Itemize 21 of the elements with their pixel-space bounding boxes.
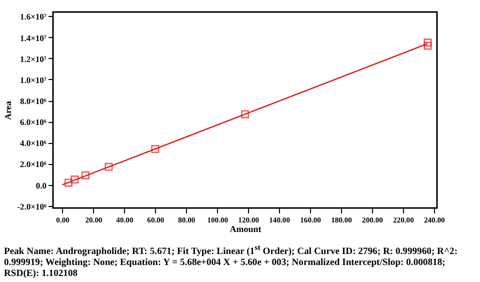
y-tick-label: 0.0 (36, 180, 46, 190)
y-axis-title: Area (3, 100, 14, 120)
point (240, 110, 250, 118)
y-tick-label: 1.2×10⁷ (20, 54, 47, 64)
y-tick-label: 8.0×10⁶ (20, 96, 47, 106)
y-tick-label: 1.0×10⁷ (20, 74, 47, 85)
y-tick-label: 2.0×10⁶ (20, 159, 47, 170)
text: Peak Name: Andrographolide; RT: 5.671; Fit Type: Linear (1$^{st}$ Order); Cal Curve ID: 2796; R: 0.999960; R^2: 0.999919; Weighting: None; Equation: Y = 5.68e+004 X + 5.60e + 003; Normalized Intercept/Slop: 0.000818; RSD(E): 1.102108 (4, 242, 459, 280)
y-tick-label: 1.6×10⁷ (20, 12, 47, 22)
point (424, 42, 432, 50)
y-tick-label: 6.0×10⁶ (20, 117, 47, 128)
point (104, 162, 113, 171)
point (70, 176, 79, 184)
y-tick-label: 4.0×10⁶ (20, 138, 47, 148)
y-tick-label: 1.4×10⁷ (20, 32, 47, 43)
point (64, 178, 72, 187)
y-tick-label: -2.0×10⁶ (17, 201, 47, 212)
point (424, 38, 432, 47)
x-axis-title: Amount (230, 224, 262, 234)
point (151, 144, 160, 153)
point (82, 171, 90, 180)
